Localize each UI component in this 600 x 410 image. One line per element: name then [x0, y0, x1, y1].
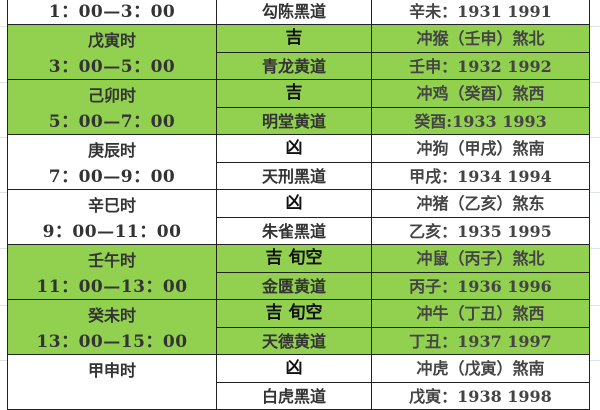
hour-time-range: 11：00—13：00 [8, 272, 216, 297]
hour-cell: 癸未时 13：00—15：00 [7, 300, 217, 354]
luck-row: 吉 旬空 冲牛（丁丑）煞西 [217, 300, 590, 328]
hour-cell: 庚辰时 7：00—9：00 [7, 135, 217, 189]
hour-row: 癸未时 13：00—15：00 吉 旬空 冲牛（丁丑）煞西 天德黄道 丁丑：19… [7, 300, 590, 355]
luck-row: 吉 旬空 冲鼠（丙子）煞北 [217, 245, 590, 273]
hour-row: 辛巳时 9：00—11：00 凶 冲猪（乙亥）煞东 朱雀黑道 乙亥：1935 1… [7, 190, 590, 245]
hour-name: 己卯时 [8, 82, 216, 106]
luck-row: 吉 冲猴（壬申）煞北 [217, 25, 590, 53]
deity-cell: 天刑黑道 [217, 163, 372, 191]
luck-cell: 吉 旬空 [217, 300, 372, 327]
clash-cell: 冲虎（戊寅）煞南 [372, 355, 590, 382]
hour-cell: 辛巳时 9：00—11：00 [7, 190, 217, 244]
hour-row: 1：00—3：00 勾陈黑道 辛未：1931 1991 [7, 0, 590, 25]
deity-cell: 明堂黄道 [217, 108, 372, 136]
luck-row: 凶 冲狗（甲戌）煞南 [217, 135, 590, 163]
hour-name: 癸未时 [8, 302, 216, 326]
years-cell: 壬申：1932 1992 [372, 53, 590, 81]
luck-cell: 凶 [217, 190, 372, 217]
deity-cell: 青龙黄道 [217, 53, 372, 81]
hour-row: 己卯时 5：00—7：00 吉 冲鸡（癸酉）煞西 明堂黄道 癸酉:1933 19… [7, 80, 590, 135]
luck-row: 凶 冲虎（戊寅）煞南 [217, 355, 590, 383]
hour-time-range: 5：00—7：00 [8, 107, 216, 132]
years-cell: 丁丑：1937 1997 [372, 328, 590, 356]
deity-row: 金匮黄道 丙子：1936 1996 [217, 273, 590, 301]
hour-name: 戊寅时 [8, 27, 216, 51]
hour-table: 1：00—3：00 勾陈黑道 辛未：1931 1991 戊寅时 3：00—5：0… [7, 0, 590, 410]
luck-cell: 吉 [217, 25, 372, 52]
hour-time-range: 13：00—15：00 [8, 327, 216, 352]
luck-row: 凶 冲猪（乙亥）煞东 [217, 190, 590, 218]
luck-row: 吉 冲鸡（癸酉）煞西 [217, 80, 590, 108]
years-cell: 癸酉:1933 1993 [372, 108, 590, 136]
hour-cell: 己卯时 5：00—7：00 [7, 80, 217, 134]
hour-row: 甲申时 凶 冲虎（戊寅）煞南 白虎黑道 戊寅：1938 1998 [7, 355, 590, 410]
years-cell: 辛未：1931 1991 [372, 0, 590, 25]
deity-row: 天刑黑道 甲戌：1934 1994 [217, 163, 590, 191]
deity-cell: 天德黄道 [217, 328, 372, 356]
hour-name: 甲申时 [8, 357, 216, 381]
hour-cell: 戊寅时 3：00—5：00 [7, 25, 217, 79]
years-cell: 丙子：1936 1996 [372, 273, 590, 301]
deity-row: 青龙黄道 壬申：1932 1992 [217, 53, 590, 81]
deity-cell: 金匮黄道 [217, 273, 372, 301]
clash-cell: 冲猪（乙亥）煞东 [372, 190, 590, 217]
hour-row: 戊寅时 3：00—5：00 吉 冲猴（壬申）煞北 青龙黄道 壬申：1932 19… [7, 25, 590, 80]
luck-cell: 吉 旬空 [217, 245, 372, 272]
hour-name: 庚辰时 [8, 137, 216, 161]
deity-cell: 朱雀黑道 [217, 218, 372, 246]
luck-cell: 凶 [217, 135, 372, 162]
years-cell: 戊寅：1938 1998 [372, 383, 590, 410]
deity-row: 勾陈黑道 辛未：1931 1991 [217, 0, 590, 25]
deity-row: 明堂黄道 癸酉:1933 1993 [217, 108, 590, 136]
hour-time-range: 3：00—5：00 [8, 52, 216, 77]
luck-cell: 凶 [217, 355, 372, 382]
deity-row: 白虎黑道 戊寅：1938 1998 [217, 383, 590, 410]
hour-cell: 壬午时 11：00—13：00 [7, 245, 217, 299]
hour-cell: 甲申时 [7, 355, 217, 409]
clash-cell: 冲鸡（癸酉）煞西 [372, 80, 590, 107]
hour-cell: 1：00—3：00 [7, 0, 217, 24]
deity-row: 朱雀黑道 乙亥：1935 1995 [217, 218, 590, 246]
clash-cell: 冲猴（壬申）煞北 [372, 25, 590, 52]
hour-time-range: 1：00—3：00 [8, 0, 216, 22]
years-cell: 乙亥：1935 1995 [372, 218, 590, 246]
clash-cell: 冲狗（甲戌）煞南 [372, 135, 590, 162]
luck-cell: 吉 [217, 80, 372, 107]
hour-time-range: 7：00—9：00 [8, 162, 216, 187]
deity-cell: 勾陈黑道 [217, 0, 372, 25]
clash-cell: 冲鼠（丙子）煞北 [372, 245, 590, 272]
years-cell: 甲戌：1934 1994 [372, 163, 590, 191]
hour-time-range: 9：00—11：00 [8, 217, 216, 242]
hour-row: 壬午时 11：00—13：00 吉 旬空 冲鼠（丙子）煞北 金匮黄道 丙子：19… [7, 245, 590, 300]
hour-row: 庚辰时 7：00—9：00 凶 冲狗（甲戌）煞南 天刑黑道 甲戌：1934 19… [7, 135, 590, 190]
clash-cell: 冲牛（丁丑）煞西 [372, 300, 590, 327]
hour-name: 辛巳时 [8, 192, 216, 216]
deity-cell: 白虎黑道 [217, 383, 372, 410]
hour-name: 壬午时 [8, 247, 216, 271]
deity-row: 天德黄道 丁丑：1937 1997 [217, 328, 590, 356]
